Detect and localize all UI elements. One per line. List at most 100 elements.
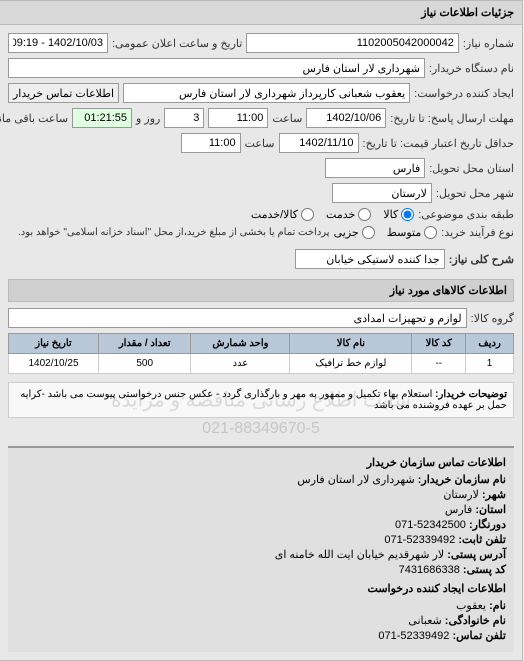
valid-date-input[interactable] <box>280 133 360 153</box>
radio-mid[interactable]: متوسط <box>388 226 439 239</box>
fax-label: دورنگار: <box>470 519 507 531</box>
row-creator: ایجاد کننده درخواست: اطلاعات تماس خریدار <box>9 83 515 103</box>
buyer-org-label: نام دستگاه خریدار: <box>430 62 515 75</box>
process-label: نوع فرآیند خرید: <box>442 226 515 239</box>
desc-label: شرح کلی نیاز: <box>450 253 515 266</box>
line-cphone: تلفن تماس: 071-52339492 <box>17 629 507 642</box>
line-postcode: کد پستی: 7431686338 <box>17 563 507 576</box>
req-number-input[interactable] <box>247 33 459 53</box>
row-valid: حداقل تاریخ اعتبار قیمت: تا تاریخ: ساعت <box>9 133 515 153</box>
postcode-label: کد پستی: <box>464 564 507 576</box>
radio-part-input[interactable] <box>363 226 376 239</box>
group-input[interactable] <box>9 308 468 328</box>
radio-service-label: خدمت <box>327 208 356 221</box>
contact-title: اطلاعات تماس سازمان خریدار <box>17 456 507 469</box>
group-label: گروه کالا: <box>472 312 515 325</box>
radio-both[interactable]: کالا/خدمت <box>252 208 315 221</box>
row-category: طبقه بندی موضوعی: کالا خدمت کالا/خدمت <box>9 208 515 221</box>
line-fax: دورنگار: 071-52342500 <box>17 518 507 531</box>
buyer-org-input[interactable] <box>9 58 426 78</box>
valid-time-input[interactable] <box>182 133 242 153</box>
time-label-1: ساعت <box>273 112 303 125</box>
line-phone: تلفن ثابت: 071-52339492 <box>17 533 507 546</box>
items-section: اطلاعات کالاهای مورد نیاز گروه کالا: ردی… <box>9 279 515 438</box>
cprov-value: فارس <box>446 504 473 516</box>
countdown-suffix: ساعت باقی مانده <box>0 112 69 125</box>
time-label-2: ساعت <box>246 137 276 150</box>
col-idx: ردیف <box>467 334 515 354</box>
cell-code: -- <box>413 354 467 374</box>
ccity-value: لارستان <box>444 489 480 501</box>
radio-service-input[interactable] <box>359 208 372 221</box>
cell-unit: عدد <box>192 354 291 374</box>
contact-section: اطلاعات تماس سازمان خریدار نام سازمان خر… <box>9 446 515 652</box>
process-note: پرداخت تمام یا بخشی از مبلغ خرید،از محل … <box>19 227 331 238</box>
province-input[interactable] <box>326 158 426 178</box>
name-label: نام: <box>490 600 507 612</box>
row-req-number: شماره نیاز: تاریخ و ساعت اعلان عمومی: <box>9 33 515 53</box>
lname-label: نام خانوادگی: <box>446 615 507 627</box>
days-remain-input[interactable] <box>165 108 205 128</box>
line-org: نام سازمان خریدار: شهرداری لار استان فار… <box>17 473 507 486</box>
org-value: شهرداری لار استان فارس <box>298 474 415 486</box>
line-lname: نام خانوادگی: شعبانی <box>17 614 507 627</box>
panel-body: شماره نیاز: تاریخ و ساعت اعلان عمومی: نا… <box>1 25 523 660</box>
cell-date: 1402/10/25 <box>10 354 100 374</box>
desc-input[interactable] <box>296 249 446 269</box>
radio-service[interactable]: خدمت <box>327 208 372 221</box>
row-process: نوع فرآیند خرید: متوسط جزیی پرداخت تمام … <box>9 226 515 239</box>
radio-both-input[interactable] <box>302 208 315 221</box>
col-unit: واحد شمارش <box>192 334 291 354</box>
panel-title: جزئیات اطلاعات نیاز <box>1 1 523 25</box>
cprov-label: استان: <box>476 504 507 516</box>
announce-input[interactable] <box>9 33 109 53</box>
row-group: گروه کالا: <box>9 308 515 328</box>
row-city: شهر محل تحویل: <box>9 183 515 203</box>
category-label: طبقه بندی موضوعی: <box>419 208 515 221</box>
ccity-label: شهر: <box>483 489 507 501</box>
radio-mid-label: متوسط <box>388 226 423 239</box>
cell-name: لوازم خط ترافیک <box>291 354 413 374</box>
radio-mid-input[interactable] <box>425 226 438 239</box>
city-input[interactable] <box>333 183 433 203</box>
countdown-input <box>73 108 133 128</box>
line-province: استان: فارس <box>17 503 507 516</box>
contact-info-button[interactable]: اطلاعات تماس خریدار <box>9 83 120 103</box>
row-desc: شرح کلی نیاز: <box>9 249 515 269</box>
days-suffix: روز و <box>137 112 161 125</box>
valid-label: حداقل تاریخ اعتبار قیمت: تا تاریخ: <box>364 137 515 150</box>
radio-both-label: کالا/خدمت <box>252 208 299 221</box>
radio-good[interactable]: کالا <box>384 208 415 221</box>
cell-qty: 500 <box>99 354 191 374</box>
deadline-date-input[interactable] <box>307 108 387 128</box>
watermark-phone: 021-88349670-5 <box>9 420 515 438</box>
radio-good-input[interactable] <box>402 208 415 221</box>
cell-idx: 1 <box>467 354 515 374</box>
addr-value: لار شهرقدیم خیابان ایت الله خامنه ای <box>276 549 445 561</box>
deadline-label: مهلت ارسال پاسخ: تا تاریخ: <box>391 112 515 125</box>
creator-input[interactable] <box>124 83 411 103</box>
radio-part-label: جزیی <box>335 226 360 239</box>
creator-title: اطلاعات ایجاد کننده درخواست <box>17 582 507 595</box>
line-addr: آدرس پستی: لار شهرقدیم خیابان ایت الله خ… <box>17 548 507 561</box>
row-buyer-org: نام دستگاه خریدار: <box>9 58 515 78</box>
row-deadline: مهلت ارسال پاسخ: تا تاریخ: ساعت روز و سا… <box>9 108 515 128</box>
col-name: نام کالا <box>291 334 413 354</box>
deadline-time-input[interactable] <box>209 108 269 128</box>
radio-part[interactable]: جزیی <box>335 226 376 239</box>
table-row: 1 -- لوازم خط ترافیک عدد 500 1402/10/25 <box>10 354 515 374</box>
announce-label: تاریخ و ساعت اعلان عمومی: <box>113 37 243 50</box>
province-label: استان محل تحویل: <box>430 162 515 175</box>
items-header: اطلاعات کالاهای مورد نیاز <box>9 279 515 302</box>
items-table: ردیف کد کالا نام کالا واحد شمارش تعداد /… <box>9 333 515 374</box>
radio-good-label: کالا <box>384 208 399 221</box>
name-value: یعقوب <box>457 600 487 612</box>
creator-label: ایجاد کننده درخواست: <box>415 87 515 100</box>
postcode-value: 7431686338 <box>400 564 461 576</box>
details-panel: جزئیات اطلاعات نیاز شماره نیاز: تاریخ و … <box>0 0 524 661</box>
addr-label: آدرس پستی: <box>448 549 507 561</box>
org-label: نام سازمان خریدار: <box>419 474 507 486</box>
line-name: نام: یعقوب <box>17 599 507 612</box>
phone-label: تلفن ثابت: <box>459 534 507 546</box>
buyer-note-box: توضیحات خریدار: استعلام بهاء تکمیل و ممه… <box>9 382 515 418</box>
